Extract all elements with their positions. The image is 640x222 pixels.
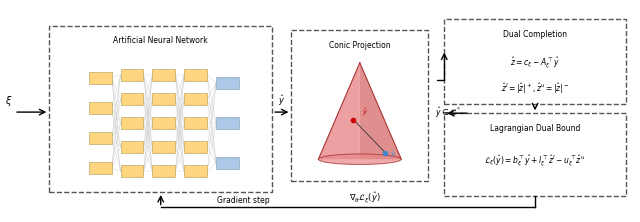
Bar bbox=[184, 141, 207, 153]
Bar bbox=[152, 69, 175, 81]
Bar bbox=[216, 77, 239, 89]
Text: $\hat{y}$: $\hat{y}$ bbox=[362, 107, 368, 118]
Bar bbox=[152, 117, 175, 129]
Bar bbox=[120, 93, 143, 105]
Text: $\bar{y}$: $\bar{y}$ bbox=[390, 150, 397, 160]
Text: $\mathcal{L}_\xi(\hat{y}) = b_\xi^\top \hat{y} + l_\xi^\top \hat{z}^l - u_\xi^\t: $\mathcal{L}_\xi(\hat{y}) = b_\xi^\top \… bbox=[484, 154, 586, 169]
Polygon shape bbox=[360, 63, 401, 159]
Text: Conic Projection: Conic Projection bbox=[329, 41, 390, 50]
Bar bbox=[184, 165, 207, 177]
Bar bbox=[152, 141, 175, 153]
FancyBboxPatch shape bbox=[49, 26, 272, 192]
Bar bbox=[89, 162, 111, 174]
Text: $\nabla_\theta \mathcal{L}_\xi(\hat{y})$: $\nabla_\theta \mathcal{L}_\xi(\hat{y})$ bbox=[349, 191, 380, 205]
Text: $\hat{y} \in \mathcal{K}^*$: $\hat{y} \in \mathcal{K}^*$ bbox=[435, 106, 461, 120]
FancyBboxPatch shape bbox=[291, 30, 428, 181]
Bar bbox=[216, 157, 239, 169]
Text: Artificial Neural Network: Artificial Neural Network bbox=[113, 36, 208, 46]
Polygon shape bbox=[319, 63, 360, 159]
Ellipse shape bbox=[319, 154, 401, 165]
Text: Gradient step: Gradient step bbox=[217, 196, 270, 205]
Bar bbox=[184, 117, 207, 129]
Bar bbox=[120, 165, 143, 177]
Text: $\hat{z} = c_\xi - A_\xi^\top \hat{y}$: $\hat{z} = c_\xi - A_\xi^\top \hat{y}$ bbox=[510, 55, 560, 71]
Text: $\hat{z}^l = |\hat{z}|^+, \hat{z}^u = |\hat{z}|^-$: $\hat{z}^l = |\hat{z}|^+, \hat{z}^u = |\… bbox=[501, 82, 570, 96]
Text: $\xi$: $\xi$ bbox=[5, 94, 13, 108]
Bar bbox=[184, 69, 207, 81]
Bar bbox=[89, 132, 111, 144]
Text: Lagrangian Dual Bound: Lagrangian Dual Bound bbox=[490, 124, 580, 133]
Bar bbox=[152, 93, 175, 105]
Bar bbox=[152, 165, 175, 177]
Bar bbox=[216, 117, 239, 129]
Text: Dual Completion: Dual Completion bbox=[503, 30, 567, 39]
Bar bbox=[120, 117, 143, 129]
Bar bbox=[89, 102, 111, 114]
Bar bbox=[89, 72, 111, 84]
Bar bbox=[120, 69, 143, 81]
FancyBboxPatch shape bbox=[444, 113, 626, 196]
FancyBboxPatch shape bbox=[444, 19, 626, 104]
Text: $\hat{y}$: $\hat{y}$ bbox=[278, 93, 285, 108]
Bar bbox=[184, 93, 207, 105]
Bar bbox=[120, 141, 143, 153]
